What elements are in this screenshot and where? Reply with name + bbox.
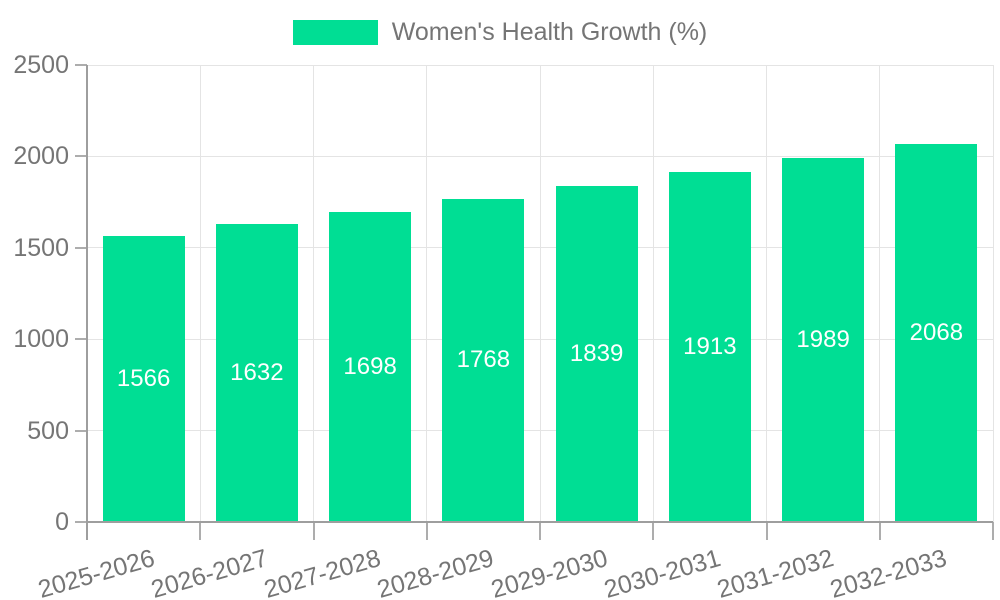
bar-2030-2031[interactable] <box>668 172 751 522</box>
bar-value-label: 1839 <box>569 339 624 367</box>
gridline-v-8 <box>992 65 994 522</box>
y-tick-label-2500: 2500 <box>13 51 69 79</box>
bar-2025-2026[interactable] <box>102 235 185 522</box>
chart-legend: Women's Health Growth (%) <box>0 18 1000 47</box>
x-tick-5 <box>652 522 655 540</box>
y-tick-0 <box>75 521 87 523</box>
y-tick-500 <box>75 429 87 432</box>
gridline-v-5 <box>652 65 654 522</box>
y-tick-1000 <box>75 338 87 341</box>
bar-value-label: 1698 <box>343 352 397 380</box>
bar-2028-2029[interactable] <box>442 198 525 522</box>
legend-swatch-icon <box>292 20 378 45</box>
bar-value-label: 1768 <box>456 346 511 374</box>
gridline-v-3 <box>426 65 428 522</box>
y-axis-line <box>86 65 88 540</box>
y-tick-label-0: 0 <box>55 508 69 536</box>
legend-label: Women's Health Growth (%) <box>391 18 708 46</box>
bar-value-label: 1566 <box>116 364 171 392</box>
gridline-v-1 <box>199 65 201 522</box>
bar-2026-2027[interactable] <box>215 223 298 522</box>
gridline-v-2 <box>313 65 314 522</box>
bar-value-label: 2068 <box>909 318 964 346</box>
gridline-v-4 <box>539 65 541 522</box>
bar-2032-2033[interactable] <box>895 143 978 522</box>
y-tick-label-1000: 1000 <box>13 325 69 354</box>
bar-2027-2028[interactable] <box>329 211 412 522</box>
y-tick-2000 <box>75 155 87 158</box>
bar-2029-2030[interactable] <box>555 185 638 522</box>
x-tick-8 <box>992 522 994 540</box>
bar-2031-2032[interactable] <box>782 158 865 522</box>
bar-value-label: 1632 <box>230 358 284 386</box>
bar-value-label: 1913 <box>683 333 737 361</box>
x-tick-7 <box>878 522 881 540</box>
x-tick-3 <box>425 522 428 540</box>
x-tick-2 <box>312 522 315 540</box>
y-tick-label-2000: 2000 <box>13 142 69 171</box>
y-tick-1500 <box>75 246 87 249</box>
x-tick-6 <box>765 522 768 540</box>
x-tick-4 <box>539 522 541 540</box>
y-tick-label-1500: 1500 <box>13 233 69 262</box>
y-tick-label-500: 500 <box>27 416 69 445</box>
legend-item[interactable]: Women's Health Growth (%) <box>292 18 708 47</box>
x-axis-line <box>87 521 993 523</box>
gridline-v-7 <box>879 65 881 522</box>
bar-value-label: 1989 <box>796 326 850 354</box>
y-tick-2500 <box>75 64 87 66</box>
x-tick-1 <box>199 522 202 540</box>
gridline-v-6 <box>766 65 767 522</box>
